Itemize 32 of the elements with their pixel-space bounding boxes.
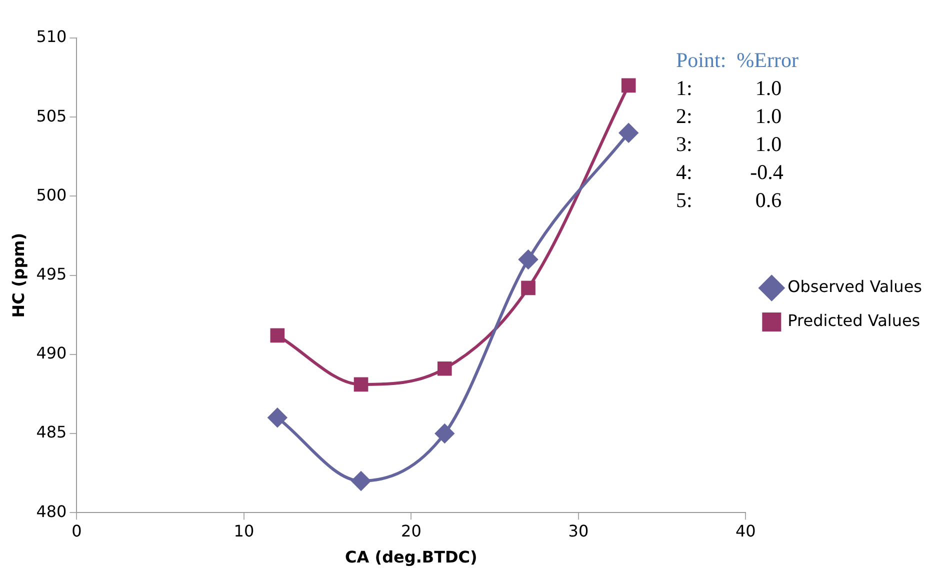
annotation: 2: 1.0 [676,103,783,130]
annotation: 5: 0.6 [676,187,783,214]
y-tick-label: 510 [36,27,67,46]
x-tick-label: 10 [234,521,254,540]
annotation: 3: 1.0 [676,131,783,158]
point [521,280,536,296]
y-axis-title: HC (ppm) [8,232,28,318]
y-tick-label: 505 [36,106,67,126]
y-tick-label: 500 [36,185,67,204]
point [619,123,638,142]
point [270,328,285,343]
x-tick-label: 20 [401,521,422,540]
annotation: 4: -0.4 [676,159,784,186]
point [352,471,371,490]
legend-label: Predicted Values [788,311,920,330]
point [437,361,452,376]
y-tick-label: 495 [36,264,67,284]
point [518,250,538,269]
y-tick-label: 480 [36,502,67,521]
annotation: Point: %Error [676,47,798,74]
x-axis-title: CA (deg.BTDC) [345,548,478,567]
point [621,78,636,93]
x-tick-label: 0 [72,521,82,540]
legend-label: Observed Values [788,277,922,296]
point [354,377,368,392]
y-tick-label: 490 [36,344,67,363]
x-tick-label: 40 [735,521,756,540]
annotation: 1: 1.0 [676,75,783,102]
x-tick-label: 30 [568,521,589,540]
y-tick-label: 485 [36,422,67,442]
point [268,408,287,428]
point [435,424,454,443]
